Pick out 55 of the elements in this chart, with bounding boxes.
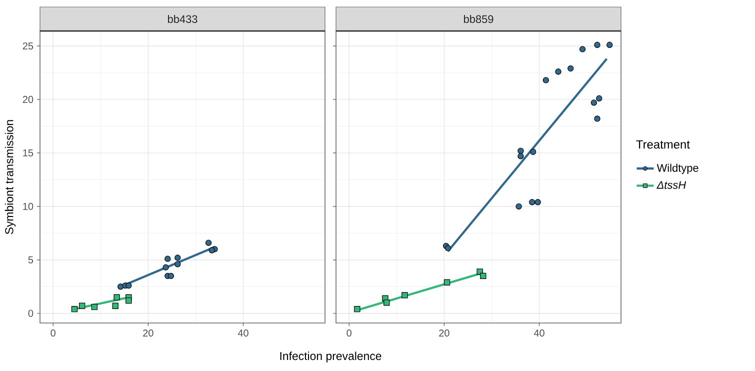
point (518, 153, 524, 160)
legend-title: Treatment (636, 140, 690, 149)
y-tick-label: 25 (22, 42, 34, 50)
point (174, 254, 181, 261)
point (516, 203, 522, 210)
point (126, 282, 132, 289)
point (596, 95, 602, 102)
point (444, 245, 452, 252)
point (534, 199, 541, 206)
legend-label: ΔtssH (656, 181, 686, 189)
point (542, 77, 549, 84)
point (205, 240, 212, 246)
point (594, 116, 600, 122)
point (354, 306, 360, 312)
y-tick-label: 5 (28, 256, 34, 264)
x-tick-label: 0 (50, 330, 56, 337)
point (579, 46, 586, 52)
x-tick-label: 20 (143, 330, 154, 337)
point (384, 300, 390, 306)
point (208, 247, 215, 254)
point (530, 148, 536, 155)
x-tick-label: 0 (346, 330, 352, 337)
y-tick-label: 20 (22, 96, 34, 103)
x-tick-label: 20 (439, 330, 450, 337)
point (168, 272, 174, 280)
chart-title: bb433 (168, 14, 198, 24)
point (114, 294, 120, 300)
point (594, 42, 600, 48)
point (112, 302, 118, 309)
point (78, 302, 86, 309)
chart-title: bb859 (464, 14, 494, 24)
point (174, 261, 181, 268)
point (164, 256, 171, 262)
point (568, 65, 574, 72)
point (91, 304, 98, 310)
y-tick-label: 10 (23, 202, 34, 210)
legend-label: Wildtype (656, 164, 698, 174)
y-tick-label: 0 (28, 310, 34, 317)
point (480, 272, 486, 280)
point (117, 284, 124, 290)
y-axis-title: Symbiont transmission (4, 120, 16, 234)
point (71, 306, 78, 312)
point (518, 148, 524, 154)
point (162, 264, 169, 270)
point (402, 292, 408, 298)
point (126, 297, 132, 304)
point (590, 100, 597, 106)
point (444, 279, 450, 286)
point (606, 42, 613, 48)
x-axis-title: Infection prevalence (280, 352, 382, 362)
y-tick-label: 15 (23, 149, 34, 156)
x-tick-label: 40 (534, 330, 544, 337)
point (529, 199, 536, 206)
x-tick-label: 40 (238, 330, 248, 337)
point (555, 68, 562, 75)
